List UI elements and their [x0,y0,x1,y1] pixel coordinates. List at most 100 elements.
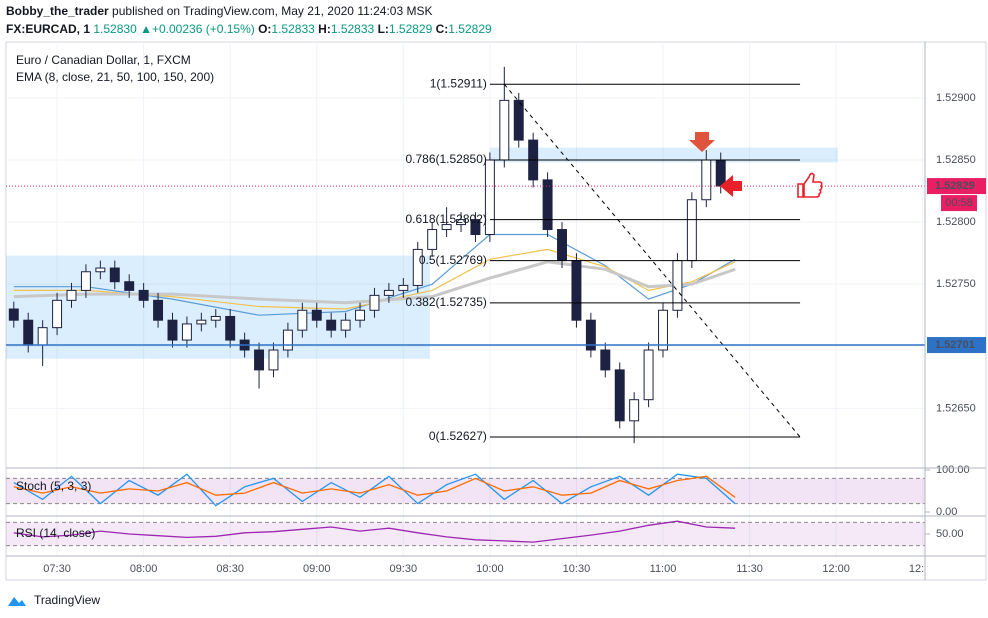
candle-body [614,369,625,422]
x-tick-label: 11:00 [650,563,677,575]
candle-body [629,399,640,422]
fib-label: 1(1.52911) [430,76,487,90]
candle-body [181,323,192,341]
candle-body [37,327,48,346]
symbol: FX:EURCAD, 1 [6,22,90,36]
symbol-line: FX:EURCAD, 1 1.52830 ▲+0.00236 (+0.15%) … [6,22,492,36]
ohlc-key: C: [436,22,449,36]
fib-label: 0.786(1.52850) [405,152,486,166]
candle-body [326,319,337,331]
x-tick-label: 08:00 [130,563,158,575]
candle-body [470,219,481,236]
candle-body [715,159,726,187]
author[interactable]: Bobby_the_trader [6,4,109,18]
ohlc-value: 1.52829 [448,22,492,36]
candle-body [355,309,366,321]
y-tick-label: 0.00 [936,506,957,518]
time-axis: 07:30 08:00 08:30 09:00 09:30 10:00 10:30 11:00… [43,563,937,575]
ohlc-value: 1.52833 [271,22,315,36]
candle-body [456,219,467,226]
candle-body [600,349,611,371]
candle-body [196,319,207,325]
candle-body [167,319,178,341]
x-tick-label: 09:30 [390,563,418,575]
candle-body [109,267,120,283]
y-tick-label: 1.52850 [936,154,976,166]
indicator-legend: EMA (8, close, 21, 50, 100, 150, 200) [16,70,214,84]
indicator-line [13,520,736,543]
change: +0.00236 (+0.15%) [152,22,255,36]
symbol-legend: Euro / Canadian Dollar, 1, FXCM [16,53,191,67]
left-arrow-icon [720,175,742,197]
price-label: 1.52829 [935,180,975,192]
band [6,522,925,546]
candle-body [571,260,582,321]
y-tick-label: 1.52800 [936,216,976,228]
publish-line: Bobby_the_trader published on TradingVie… [6,4,432,18]
change-arrow: ▲ [140,22,152,36]
thumbs-up-icon [797,172,823,198]
candle-body [369,294,380,311]
candle-body [499,99,510,161]
y-tick-label: 1.52650 [936,402,976,414]
candle-body [225,315,236,341]
x-tick-label: 11:30 [736,563,763,575]
fib-label: 0.618(1.52802) [405,212,486,226]
y-tick-label: 1.52900 [936,92,976,104]
main-pane: 1(1.52911) 0.786(1.52850) 0.618(1.52802) 0.… [6,66,925,444]
candle-body [340,319,351,331]
fib-label: 0.382(1.52735) [405,295,486,309]
ohlc-key: O: [258,22,271,36]
candle-body [210,315,221,321]
candle-body [66,289,77,301]
candle-body [658,309,668,351]
candle-body [268,349,279,371]
down-arrow-icon [689,132,715,152]
published: published on TradingView.com, May 21, 20… [112,4,432,18]
countdown: 00:58 [945,197,973,209]
x-tick-label: 12:30 [909,563,937,575]
candle-body [23,319,34,346]
candle-body [441,224,452,231]
candle-body [383,289,394,296]
candle-body [124,281,135,291]
candle-body [8,308,19,321]
candle-body [282,329,293,351]
ohlc-value: 1.52833 [331,22,375,36]
x-tick-label: 08:30 [216,563,244,575]
candle-body [643,349,654,401]
chart-frame [5,41,987,581]
fib-label: 0(1.52627) [429,429,487,443]
candle-body [412,248,423,286]
price-label: 1.52701 [935,339,975,351]
y-tick-label: 1.52750 [936,278,976,290]
candle-body [138,289,149,301]
price-label-box [927,337,986,354]
candle-body [398,284,409,291]
grid [6,42,925,556]
candle-body [153,299,164,321]
candle-body [513,99,524,141]
x-tick-label: 12:00 [822,563,850,575]
ohlc-key: H: [318,22,331,36]
axes: 1.526501.527001.527501.528001.528501.529… [925,92,986,540]
candle-body [297,309,308,331]
zone-box [489,147,838,163]
indicator-line [13,473,736,507]
candle-body [80,271,91,291]
brand[interactable]: TradingView [34,593,100,607]
rsi-legend: RSI (14, close) [16,526,95,540]
candle-body [557,229,567,262]
x-tick-label: 09:00 [303,563,331,575]
x-tick-label: 10:30 [563,563,591,575]
price-label-box [927,178,986,195]
ohlc-value: 1.52829 [389,22,433,36]
last-price: 1.52830 [93,22,137,36]
candle-body [254,349,265,371]
indicator-panes [6,473,925,547]
candle-body [427,229,438,250]
ohlc-key: L: [378,22,389,36]
stoch-legend: Stoch (5, 3, 3) [16,479,91,493]
candle-body [686,199,697,262]
